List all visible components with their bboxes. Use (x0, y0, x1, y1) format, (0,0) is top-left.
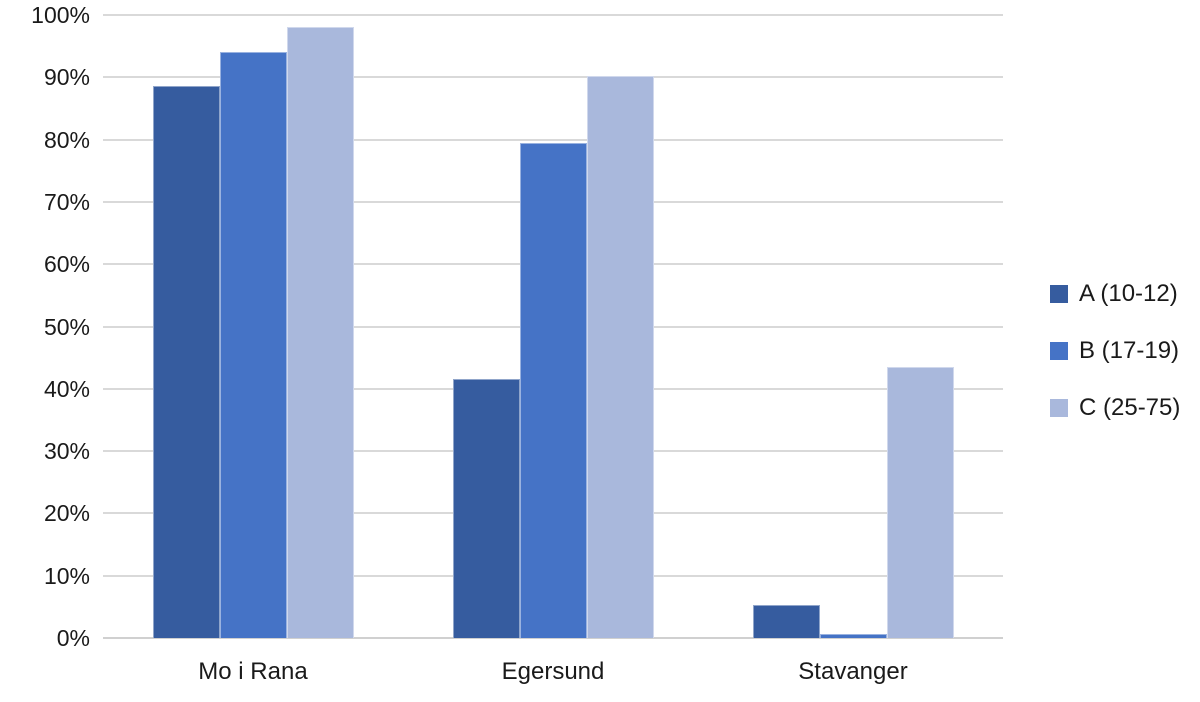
bar (752, 604, 820, 638)
legend-item: A (10-12) (1050, 280, 1180, 308)
y-axis-tick-label: 70% (43, 188, 90, 215)
y-axis-tick-label: 80% (43, 126, 90, 153)
x-axis-line (103, 637, 1003, 639)
bar (819, 634, 887, 638)
legend-swatch-icon (1050, 285, 1068, 303)
x-axis-category-label: Stavanger (798, 658, 908, 685)
y-axis-tick-label: 20% (43, 500, 90, 527)
gridline (103, 138, 1003, 141)
bar (219, 51, 287, 638)
legend-label: B (17-19) (1079, 337, 1180, 364)
y-axis-tick-label: 60% (43, 251, 90, 278)
legend-label: A (10-12) (1079, 280, 1178, 307)
bar (886, 366, 954, 638)
legend-swatch-icon (1050, 399, 1068, 417)
bar (286, 27, 354, 638)
bar (586, 76, 654, 638)
legend-label: C (25-75) (1079, 394, 1181, 421)
gridline (103, 76, 1003, 79)
bar (452, 379, 520, 638)
y-axis-tick-label: 30% (43, 438, 90, 465)
x-axis-category-label: Mo i Rana (198, 658, 308, 685)
y-axis-tick-label: 0% (56, 625, 90, 651)
y-axis-tick-label: 50% (43, 313, 90, 340)
bar (519, 142, 587, 638)
legend: A (10-12) B (17-19) C (25-75) (1050, 280, 1180, 422)
bar (152, 86, 220, 638)
y-axis-tick-label: 90% (43, 64, 90, 91)
gridline (103, 14, 1003, 16)
y-axis-tick-label: 40% (43, 375, 90, 402)
legend-item: C (25-75) (1050, 394, 1180, 422)
y-axis-tick-label: 100% (31, 2, 90, 28)
x-axis-category-label: Egersund (501, 658, 605, 685)
legend-item: B (17-19) (1050, 337, 1180, 365)
legend-swatch-icon (1050, 342, 1068, 360)
y-axis-tick-label: 10% (43, 562, 90, 589)
